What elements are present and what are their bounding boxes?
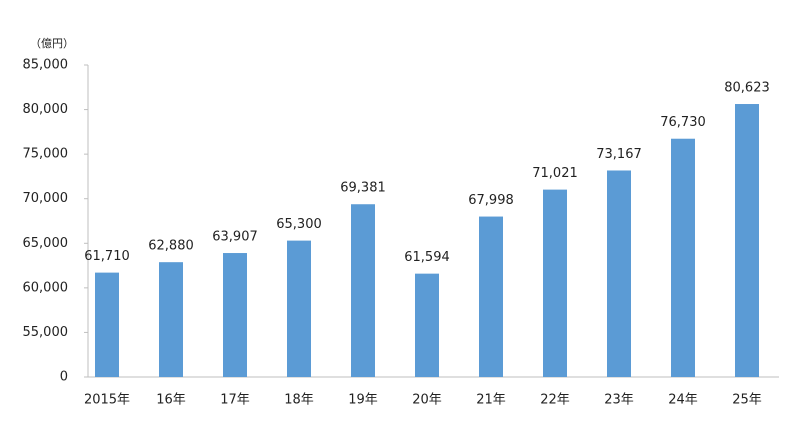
- bar: [223, 253, 247, 377]
- bar: [351, 204, 375, 377]
- value-label: 67,998: [468, 193, 514, 208]
- bar: [607, 170, 631, 377]
- value-label: 61,710: [84, 249, 130, 264]
- value-label: 65,300: [276, 217, 322, 232]
- bar: [415, 273, 439, 377]
- x-tick-label: 22年: [540, 393, 570, 408]
- x-tick-label: 17年: [220, 393, 250, 408]
- value-label: 69,381: [340, 181, 386, 196]
- y-tick-label: 55,000: [23, 325, 69, 340]
- bar: [95, 272, 119, 377]
- x-tick-label: 16年: [156, 393, 186, 408]
- bar: [287, 240, 311, 377]
- x-tick-label: 21年: [476, 393, 506, 408]
- bar: [543, 189, 567, 377]
- bar: [735, 104, 759, 378]
- y-tick-label: 70,000: [23, 191, 69, 206]
- unit-label: （億円）: [30, 37, 74, 50]
- x-tick-label: 20年: [412, 393, 442, 408]
- value-label: 62,880: [148, 239, 194, 254]
- x-tick-label: 24年: [668, 393, 698, 408]
- value-label: 73,167: [596, 147, 642, 162]
- x-tick-label: 2015年: [84, 393, 130, 408]
- y-tick-label: 65,000: [23, 236, 69, 251]
- y-tick-label: 85,000: [23, 58, 69, 73]
- x-tick-label: 18年: [284, 393, 314, 408]
- y-tick-label: 75,000: [23, 147, 69, 162]
- bar: [671, 138, 695, 377]
- y-tick-label: 80,000: [23, 102, 69, 117]
- value-label: 76,730: [660, 115, 706, 130]
- x-tick-label: 23年: [604, 393, 634, 408]
- y-tick-label: 0: [60, 370, 68, 385]
- value-label: 71,021: [532, 166, 578, 181]
- x-tick-label: 19年: [348, 393, 378, 408]
- value-label: 61,594: [404, 250, 450, 265]
- y-tick-label: 60,000: [23, 280, 69, 295]
- bar: [159, 262, 183, 377]
- x-tick-label: 25年: [732, 393, 762, 408]
- value-label: 80,623: [724, 81, 770, 96]
- bar: [479, 216, 503, 377]
- value-label: 63,907: [212, 230, 258, 245]
